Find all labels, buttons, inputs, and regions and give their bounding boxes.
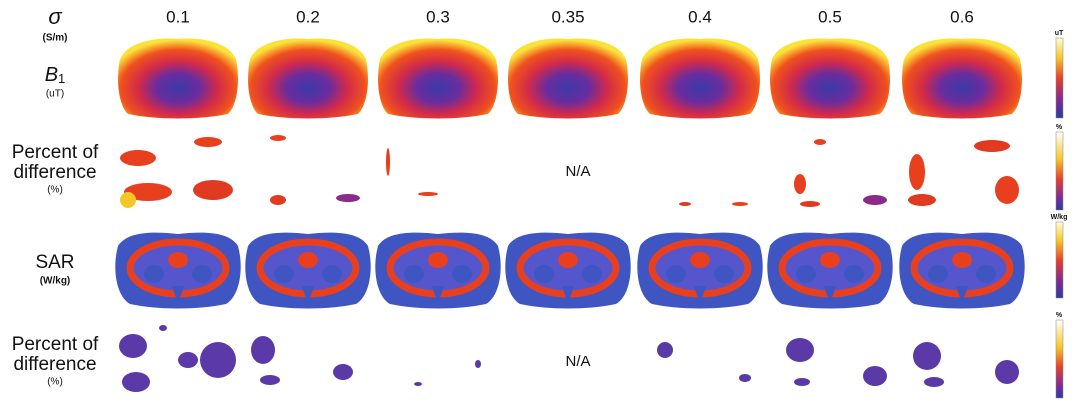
- row-unit: (%): [47, 185, 63, 196]
- b1-difference-region: [732, 202, 748, 206]
- colorbar-unit: %: [1056, 124, 1063, 131]
- sar-difference-region: [260, 375, 280, 385]
- b1-letter: B: [45, 64, 58, 86]
- sar-difference-region: [414, 382, 422, 386]
- b1-difference-region: [120, 192, 136, 208]
- sar-difference-region: [913, 342, 941, 370]
- sar-difference-region: [475, 360, 481, 368]
- b1-difference-region: [794, 174, 806, 194]
- b1-map: [118, 39, 238, 119]
- not-available: N/A: [565, 353, 590, 370]
- b1-difference-region: [814, 139, 826, 145]
- b1-label: B1: [45, 64, 66, 86]
- sar-difference-region: [786, 338, 814, 362]
- sar-difference-region: [178, 352, 198, 368]
- sar-map: [245, 233, 370, 309]
- row-unit: (%): [47, 377, 63, 388]
- conductivity-label: 0.2: [296, 7, 320, 26]
- colorbar-unit: %: [1056, 312, 1063, 319]
- b1-difference-region: [800, 201, 820, 207]
- conductivity-label: 0.5: [818, 7, 842, 26]
- b1-difference-region: [386, 148, 390, 176]
- row-label: Percent of: [12, 142, 99, 163]
- b1-difference-region: [908, 194, 936, 206]
- sar-difference-region: [200, 342, 236, 378]
- b1-difference-region: [120, 150, 156, 166]
- row-label: Percent of: [12, 334, 99, 355]
- b1-difference-region: [270, 195, 286, 205]
- sar-difference-region: [863, 366, 887, 386]
- conductivity-label: 0.1: [166, 7, 190, 26]
- sar-difference-region: [251, 336, 275, 364]
- b1-unit: (uT): [46, 89, 64, 100]
- sar-difference-region: [333, 364, 353, 380]
- b1-difference-region: [418, 192, 438, 196]
- sar-map: [899, 233, 1024, 309]
- sar-map: [115, 233, 240, 309]
- conductivity-label: 0.4: [688, 7, 712, 26]
- sar-difference-region: [657, 342, 673, 358]
- sar-difference-region: [159, 325, 167, 331]
- sar-difference-region: [122, 372, 150, 392]
- sar-label: SAR: [35, 252, 74, 273]
- sar-map: [767, 233, 892, 309]
- b1-difference-region: [909, 154, 925, 190]
- b1-difference-region: [995, 176, 1019, 204]
- b1-subscript: 1: [58, 71, 65, 86]
- colorbar: [1056, 222, 1063, 298]
- colorbar-unit: uT: [1055, 30, 1064, 37]
- b1-difference-region: [336, 194, 360, 202]
- sar-map: [637, 233, 762, 309]
- row-label: difference: [13, 162, 96, 183]
- sar-difference-region: [794, 378, 810, 386]
- not-available: N/A: [565, 163, 590, 180]
- colorbar: [1056, 38, 1063, 118]
- sar-difference-region: [739, 374, 751, 382]
- b1-map: [770, 39, 890, 119]
- b1-map: [902, 39, 1022, 119]
- b1-difference-region: [270, 135, 286, 141]
- colorbar-unit: W/kg: [1051, 214, 1068, 221]
- b1-map: [640, 39, 760, 119]
- b1-difference-region: [863, 195, 887, 205]
- figure: σ (S/m) B1 (uT) Percent of difference (%…: [0, 0, 1072, 404]
- b1-difference-region: [193, 180, 233, 200]
- sigma-symbol: σ: [48, 4, 62, 29]
- colorbar: [1056, 320, 1063, 398]
- conductivity-label: 0.6: [950, 7, 974, 26]
- b1-difference-region: [194, 137, 222, 147]
- b1-map: [508, 39, 628, 119]
- sigma-unit: (S/m): [43, 33, 68, 44]
- row-label: difference: [13, 354, 96, 375]
- sar-map: [375, 233, 500, 309]
- b1-difference-region: [974, 140, 1010, 152]
- sar-difference-region: [924, 377, 944, 387]
- sar-difference-region: [995, 360, 1019, 384]
- b1-map: [378, 39, 498, 119]
- sar-map: [505, 233, 630, 309]
- conductivity-label: 0.3: [426, 7, 450, 26]
- sar-difference-region: [119, 334, 147, 358]
- b1-map: [248, 39, 368, 119]
- b1-difference-region: [679, 202, 691, 206]
- colorbar: [1056, 132, 1063, 210]
- conductivity-label: 0.35: [551, 7, 584, 26]
- sar-unit: (W/kg): [40, 276, 71, 287]
